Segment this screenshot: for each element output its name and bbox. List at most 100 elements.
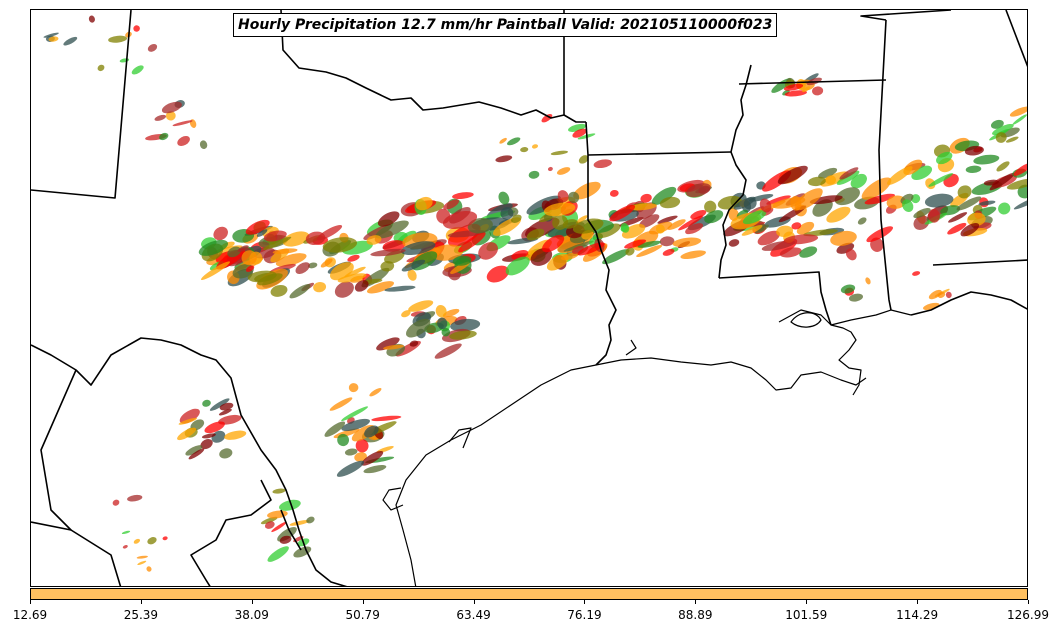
precip-paintball bbox=[886, 195, 906, 209]
precip-paintball bbox=[407, 269, 417, 281]
colorbar-tick-label: 63.49 bbox=[456, 608, 491, 622]
precip-paintball bbox=[812, 86, 824, 96]
colorbar-tick-mark bbox=[30, 600, 31, 604]
precip-paintball bbox=[680, 250, 706, 260]
precip-paintball bbox=[293, 546, 312, 558]
precip-paintball bbox=[450, 318, 481, 332]
precip-paintball bbox=[1013, 162, 1027, 176]
precip-paintball bbox=[945, 291, 952, 299]
precip-paintball bbox=[189, 119, 197, 128]
precip-paintball bbox=[366, 235, 382, 245]
precip-paintball bbox=[704, 200, 717, 213]
precip-paintball bbox=[825, 175, 837, 185]
precip-paintball bbox=[609, 189, 619, 197]
precip-paintball bbox=[401, 310, 411, 318]
precip-paintball bbox=[441, 327, 451, 337]
colorbar-tick-mark bbox=[473, 600, 475, 604]
precip-paintball bbox=[662, 248, 675, 256]
precip-paintball bbox=[48, 36, 59, 42]
precip-paintball bbox=[866, 226, 894, 243]
coastline-detail-2 bbox=[448, 427, 472, 449]
border-mexico-1 bbox=[31, 369, 77, 531]
precip-paintball bbox=[572, 128, 587, 138]
precip-paintball bbox=[400, 241, 436, 256]
precip-paintball bbox=[262, 236, 292, 251]
border-nm-west bbox=[31, 10, 132, 199]
colorbar-tick-mark bbox=[917, 600, 919, 604]
precip-paintball bbox=[557, 190, 569, 203]
precip-paintball bbox=[507, 137, 521, 146]
precip-paintball bbox=[796, 221, 815, 235]
precip-paintball bbox=[704, 210, 724, 224]
precip-paintball bbox=[690, 209, 707, 220]
precip-paintball bbox=[541, 113, 553, 123]
precip-paintball bbox=[840, 284, 856, 294]
precip-paintball bbox=[925, 178, 936, 190]
precip-paintball bbox=[526, 228, 545, 241]
precip-paintball bbox=[449, 330, 477, 340]
colorbar-tick-mark bbox=[1028, 600, 1029, 604]
precip-paintball bbox=[486, 265, 510, 283]
border-ms-al bbox=[878, 19, 892, 311]
border-al-ga bbox=[860, 10, 952, 21]
precip-paintball bbox=[178, 417, 198, 425]
precip-paintball bbox=[442, 210, 478, 230]
coastline-detail-3 bbox=[625, 339, 637, 356]
precip-paintball bbox=[112, 499, 120, 506]
precip-paintball bbox=[636, 244, 663, 258]
precip-paintball bbox=[263, 230, 287, 242]
precip-paintball bbox=[667, 219, 686, 230]
precip-paintball bbox=[161, 101, 182, 114]
precip-paintball bbox=[185, 445, 203, 456]
border-east-edge bbox=[1005, 10, 1027, 68]
precip-paintball bbox=[306, 516, 315, 524]
border-mexico-3 bbox=[190, 479, 272, 586]
colorbar-tick-label: 101.59 bbox=[785, 608, 828, 622]
precip-paintball bbox=[408, 300, 434, 312]
precip-paintball bbox=[341, 406, 369, 422]
coastline-mississippi-al bbox=[830, 309, 912, 326]
precip-paintball bbox=[127, 494, 143, 502]
precip-paintball bbox=[625, 247, 635, 256]
precip-paintball bbox=[960, 223, 980, 237]
precip-paintball bbox=[219, 402, 234, 411]
precip-paintball bbox=[190, 419, 205, 431]
precip-paintball bbox=[964, 145, 984, 156]
precip-paintball bbox=[577, 242, 605, 256]
lake-pontchartrain bbox=[790, 312, 822, 328]
precip-paintball bbox=[458, 232, 486, 253]
precip-paintball bbox=[902, 199, 914, 213]
precip-paintball bbox=[830, 230, 857, 246]
precip-paintball bbox=[629, 203, 657, 211]
precip-paintball bbox=[505, 256, 530, 276]
border-ar-la bbox=[587, 151, 732, 156]
precip-paintball bbox=[406, 318, 431, 338]
precip-paintball bbox=[733, 196, 756, 210]
precip-paintball bbox=[369, 388, 382, 397]
precip-paintball bbox=[313, 281, 327, 293]
precip-paintball bbox=[121, 530, 131, 535]
precip-paintball bbox=[452, 192, 474, 200]
colorbar bbox=[30, 588, 1028, 600]
border-mexico-4 bbox=[280, 509, 302, 551]
precip-paintball bbox=[542, 235, 565, 253]
precip-paintball bbox=[137, 560, 147, 566]
precip-paintball bbox=[122, 545, 128, 549]
colorbar-tick-mark bbox=[251, 600, 253, 604]
precip-paintball bbox=[967, 212, 986, 227]
colorbar-tick-label: 114.29 bbox=[896, 608, 939, 622]
precip-paintball bbox=[295, 262, 310, 274]
precip-paintball bbox=[659, 236, 675, 247]
precip-paintball bbox=[209, 398, 230, 411]
map-panel bbox=[30, 9, 1028, 587]
precip-paintball bbox=[147, 537, 157, 545]
precip-paintball bbox=[329, 262, 354, 281]
precip-paintball bbox=[201, 433, 216, 439]
precip-paintball bbox=[409, 340, 419, 347]
colorbar-tick-label: 88.89 bbox=[678, 608, 713, 622]
precip-paintball bbox=[375, 220, 409, 239]
precip-paintball bbox=[655, 224, 665, 234]
precip-paintball bbox=[146, 566, 152, 572]
precip-paintball bbox=[754, 224, 769, 234]
precip-paintball bbox=[572, 218, 604, 234]
